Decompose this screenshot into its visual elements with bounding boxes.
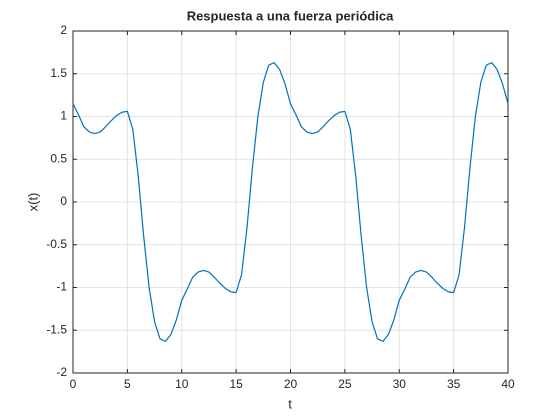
chart-title: Respuesta a una fuerza periódica	[187, 8, 394, 23]
y-tick-label: 0	[60, 194, 67, 208]
x-tick-label: 0	[70, 377, 77, 391]
x-tick-label: 40	[501, 377, 515, 391]
x-tick-label: 20	[284, 377, 298, 391]
y-tick-label: 1	[60, 109, 67, 123]
y-tick-label: -2	[56, 365, 67, 379]
y-tick-label: -0.5	[46, 237, 67, 251]
x-tick-label: 35	[447, 377, 461, 391]
data-line	[72, 62, 509, 342]
plot-frame	[72, 30, 509, 374]
y-tick-label: -1	[56, 280, 67, 294]
y-tick-label: -1.5	[46, 322, 67, 336]
x-tick-label: 10	[175, 377, 189, 391]
x-tick-label: 30	[393, 377, 407, 391]
y-tick-label: 2	[60, 23, 67, 37]
x-tick-label: 15	[229, 377, 243, 391]
x-tick-label: 5	[124, 377, 131, 391]
x-tick-label: 25	[338, 377, 352, 391]
y-axis-label: x(t)	[25, 193, 40, 212]
y-tick-label: 0.5	[50, 151, 67, 165]
y-tick-label: 1.5	[50, 66, 67, 80]
x-axis-label: t	[288, 396, 292, 411]
